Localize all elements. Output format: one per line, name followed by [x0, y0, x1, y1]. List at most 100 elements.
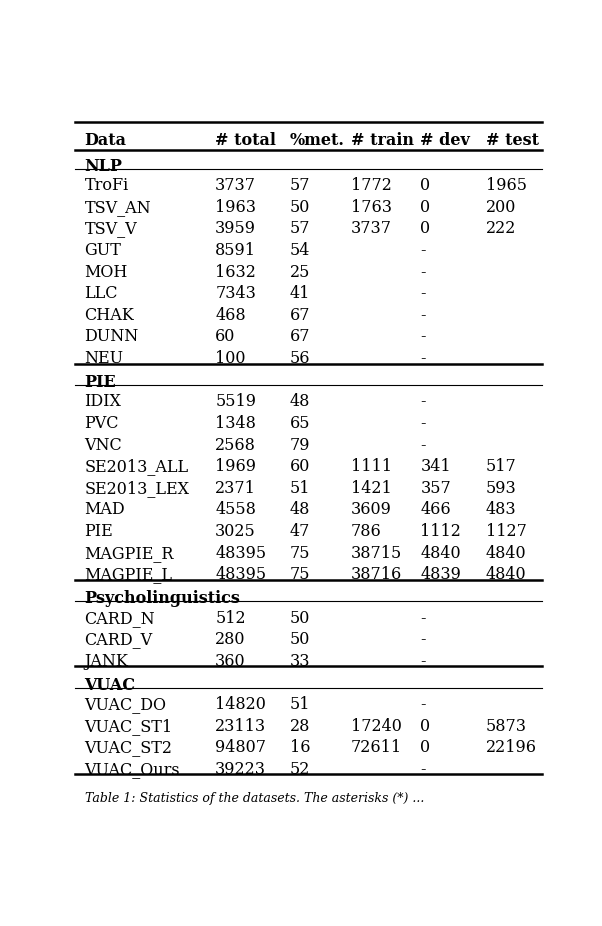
- Text: LLC: LLC: [84, 285, 118, 302]
- Text: TSV_V: TSV_V: [84, 220, 137, 237]
- Text: 48: 48: [290, 394, 310, 410]
- Text: 360: 360: [216, 653, 246, 669]
- Text: PVC: PVC: [84, 415, 119, 432]
- Text: 4839: 4839: [421, 567, 461, 583]
- Text: 54: 54: [290, 242, 310, 259]
- Text: 75: 75: [290, 544, 311, 562]
- Text: 28: 28: [290, 718, 310, 734]
- Text: 38716: 38716: [350, 567, 402, 583]
- Text: 3609: 3609: [350, 502, 391, 519]
- Text: VUAC: VUAC: [84, 677, 135, 694]
- Text: TSV_AN: TSV_AN: [84, 199, 151, 216]
- Text: CARD_V: CARD_V: [84, 632, 153, 648]
- Text: 39223: 39223: [216, 761, 266, 778]
- Text: 48: 48: [290, 502, 310, 519]
- Text: 57: 57: [290, 220, 311, 237]
- Text: -: -: [421, 653, 426, 669]
- Text: -: -: [421, 696, 426, 713]
- Text: JANK: JANK: [84, 653, 128, 669]
- Text: -: -: [421, 307, 426, 324]
- Text: 1112: 1112: [421, 523, 461, 540]
- Text: SE2013_LEX: SE2013_LEX: [84, 480, 190, 497]
- Text: -: -: [421, 264, 426, 281]
- Text: %met.: %met.: [290, 131, 345, 149]
- Text: 22196: 22196: [486, 739, 537, 757]
- Text: 2371: 2371: [216, 480, 256, 497]
- Text: 57: 57: [290, 177, 311, 194]
- Text: 0: 0: [421, 739, 430, 757]
- Text: 0: 0: [421, 199, 430, 216]
- Text: 17240: 17240: [350, 718, 402, 734]
- Text: 280: 280: [216, 632, 246, 648]
- Text: 0: 0: [421, 177, 430, 194]
- Text: 4840: 4840: [486, 567, 526, 583]
- Text: NEU: NEU: [84, 350, 123, 367]
- Text: 3025: 3025: [216, 523, 256, 540]
- Text: # total: # total: [216, 131, 276, 149]
- Text: 1127: 1127: [486, 523, 527, 540]
- Text: TroFi: TroFi: [84, 177, 129, 194]
- Text: 4840: 4840: [486, 544, 526, 562]
- Text: -: -: [421, 350, 426, 367]
- Text: 72611: 72611: [350, 739, 402, 757]
- Text: 1111: 1111: [350, 458, 391, 475]
- Text: 357: 357: [421, 480, 452, 497]
- Text: 1772: 1772: [350, 177, 391, 194]
- Text: MOH: MOH: [84, 264, 128, 281]
- Text: 67: 67: [290, 307, 311, 324]
- Text: PIE: PIE: [84, 523, 113, 540]
- Text: 1965: 1965: [486, 177, 527, 194]
- Text: 25: 25: [290, 264, 310, 281]
- Text: -: -: [421, 609, 426, 627]
- Text: 0: 0: [421, 718, 430, 734]
- Text: NLP: NLP: [84, 157, 122, 175]
- Text: 94807: 94807: [216, 739, 266, 757]
- Text: CHAK: CHAK: [84, 307, 134, 324]
- Text: 5873: 5873: [486, 718, 527, 734]
- Text: GUT: GUT: [84, 242, 122, 259]
- Text: VUAC_Ours: VUAC_Ours: [84, 761, 180, 778]
- Text: 517: 517: [486, 458, 517, 475]
- Text: 51: 51: [290, 696, 311, 713]
- Text: 4558: 4558: [216, 502, 256, 519]
- Text: # test: # test: [486, 131, 539, 149]
- Text: 67: 67: [290, 329, 311, 345]
- Text: -: -: [421, 761, 426, 778]
- Text: 23113: 23113: [216, 718, 266, 734]
- Text: -: -: [421, 242, 426, 259]
- Text: IDIX: IDIX: [84, 394, 122, 410]
- Text: 1963: 1963: [216, 199, 256, 216]
- Text: 7343: 7343: [216, 285, 256, 302]
- Text: 47: 47: [290, 523, 310, 540]
- Text: 50: 50: [290, 609, 310, 627]
- Text: DUNN: DUNN: [84, 329, 139, 345]
- Text: 50: 50: [290, 199, 310, 216]
- Text: PIE: PIE: [84, 374, 116, 391]
- Text: 3959: 3959: [216, 220, 256, 237]
- Text: -: -: [421, 285, 426, 302]
- Text: 512: 512: [216, 609, 246, 627]
- Text: 468: 468: [216, 307, 246, 324]
- Text: 50: 50: [290, 632, 310, 648]
- Text: MAGPIE_R: MAGPIE_R: [84, 544, 174, 562]
- Text: 65: 65: [290, 415, 311, 432]
- Text: 5519: 5519: [216, 394, 256, 410]
- Text: 41: 41: [290, 285, 310, 302]
- Text: 48395: 48395: [216, 544, 266, 562]
- Text: 75: 75: [290, 567, 311, 583]
- Text: -: -: [421, 632, 426, 648]
- Text: 1763: 1763: [350, 199, 391, 216]
- Text: Psycholinguistics: Psycholinguistics: [84, 590, 240, 607]
- Text: VNC: VNC: [84, 436, 122, 454]
- Text: 51: 51: [290, 480, 311, 497]
- Text: # train: # train: [350, 131, 414, 149]
- Text: 33: 33: [290, 653, 311, 669]
- Text: 222: 222: [486, 220, 516, 237]
- Text: VUAC_ST1: VUAC_ST1: [84, 718, 173, 734]
- Text: 1348: 1348: [216, 415, 256, 432]
- Text: 16: 16: [290, 739, 311, 757]
- Text: 0: 0: [421, 220, 430, 237]
- Text: 466: 466: [421, 502, 451, 519]
- Text: MAGPIE_L: MAGPIE_L: [84, 567, 173, 583]
- Text: SE2013_ALL: SE2013_ALL: [84, 458, 188, 475]
